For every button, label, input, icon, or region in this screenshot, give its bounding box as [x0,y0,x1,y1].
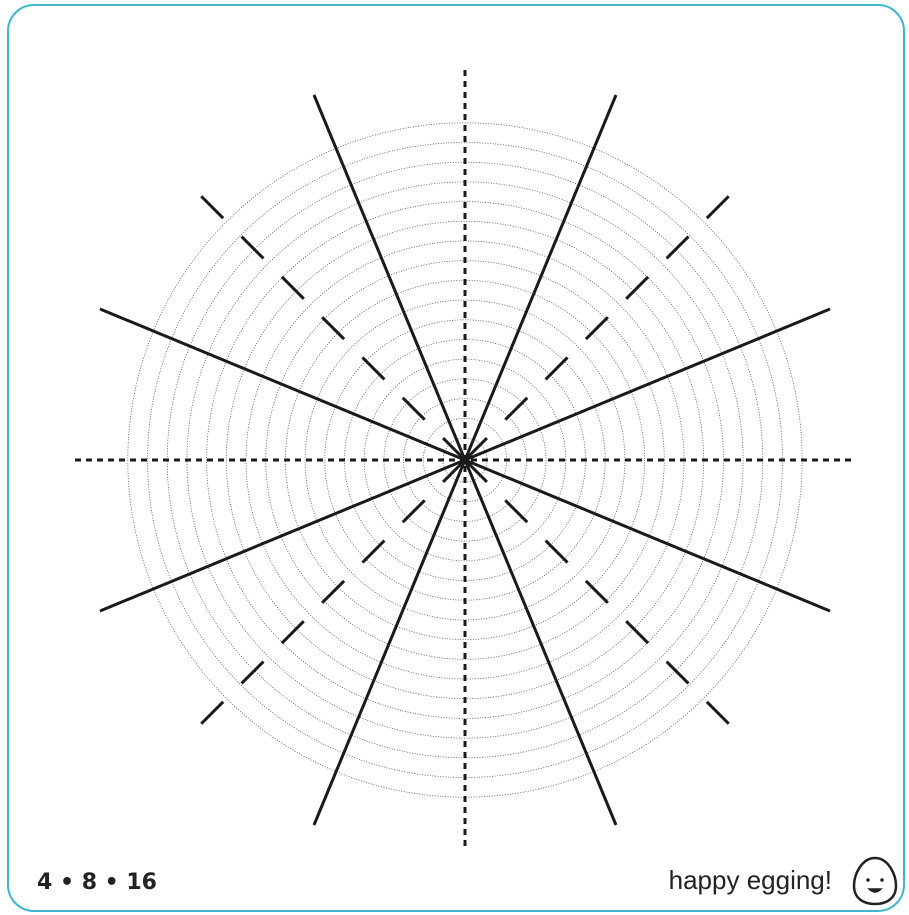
dashed-line [463,179,746,462]
dashed-line [463,458,746,741]
dashed-line [184,179,467,462]
card-border [7,4,905,912]
egg-smile [867,888,883,893]
ring [284,279,646,641]
egg-eye [866,878,870,882]
solid-line [99,307,831,613]
ring [363,358,567,562]
guide-lines [75,70,855,850]
egg-eye [880,878,884,882]
ring [206,201,724,719]
ring [186,181,744,739]
egg-icon [852,856,898,906]
pattern-label: 4 • 8 • 16 [37,870,157,895]
egg-outline [852,856,898,906]
dashed-line [184,458,467,741]
ring [304,299,626,621]
ring [383,378,547,542]
message: happy egging! [669,865,832,895]
